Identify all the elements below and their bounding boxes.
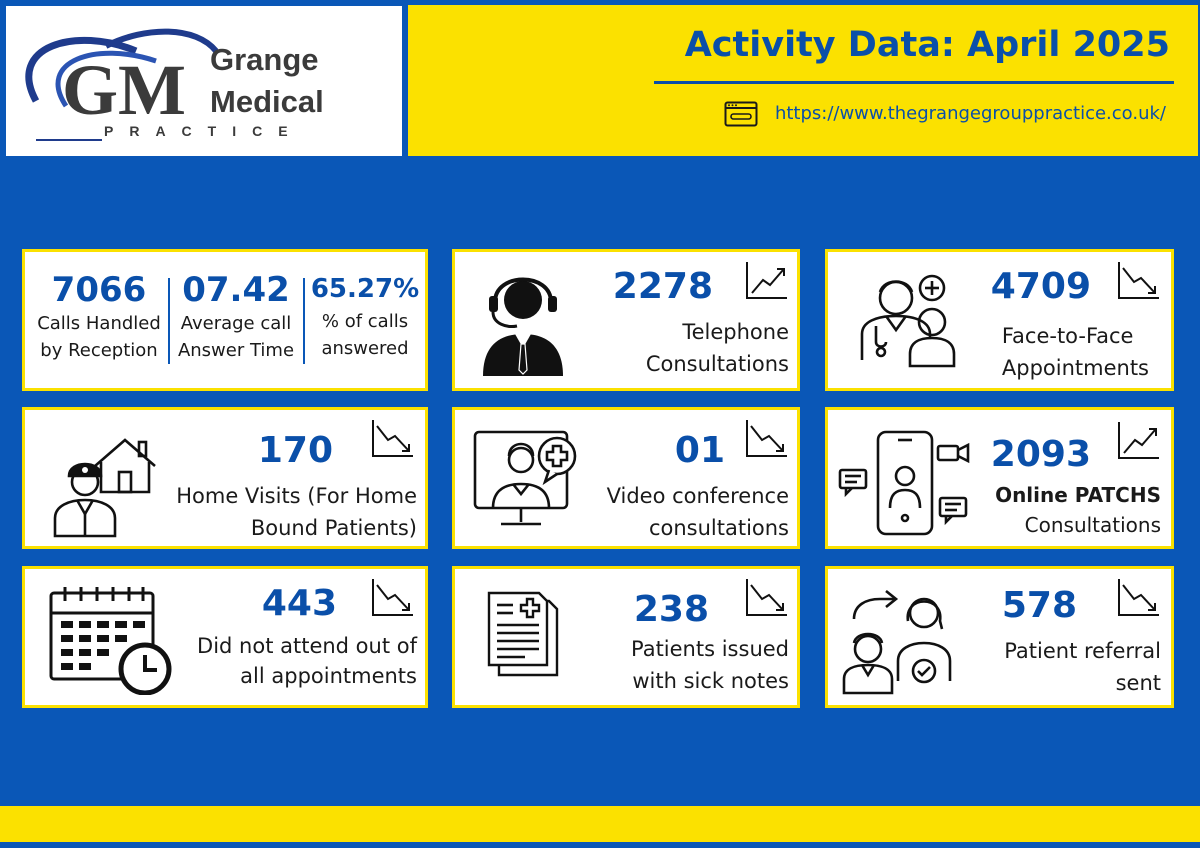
video-label-1: Video conference bbox=[606, 484, 789, 508]
telephone-value: 2278 bbox=[612, 266, 713, 307]
answered-label-1: % of calls bbox=[321, 311, 409, 332]
patchs-label: Online PATCHS Consultations bbox=[995, 480, 1161, 540]
f2f-value: 4709 bbox=[990, 266, 1091, 307]
patchs-value: 2093 bbox=[990, 434, 1091, 475]
telephone-card: 2278 Telephone Consultations bbox=[452, 249, 800, 391]
home-visits-card: 170 Home Visits (For Home Bound Patients… bbox=[22, 407, 428, 549]
home-visit-icon bbox=[53, 438, 156, 538]
video-card: 01 Video conference consultations bbox=[452, 407, 800, 549]
video-consultation-icon bbox=[473, 430, 577, 526]
answer-time-label-2: Answer Time bbox=[177, 340, 295, 361]
calls-handled-label-1: Calls Handled bbox=[37, 313, 161, 334]
column-divider bbox=[168, 278, 170, 364]
sick-notes-value: 238 bbox=[633, 589, 709, 630]
logo-line2: Medical bbox=[210, 84, 324, 119]
page-title: Activity Data: April 2025 bbox=[684, 25, 1170, 65]
call-centre-agent-icon bbox=[483, 277, 563, 376]
answered-label-2: answered bbox=[321, 338, 409, 359]
answer-time-label-1: Average call bbox=[180, 313, 292, 334]
trend-down-icon bbox=[1118, 262, 1159, 299]
calls-handled-value: 7066 bbox=[51, 270, 147, 310]
website-link[interactable]: https://www.thegrangegrouppractice.co.uk… bbox=[774, 103, 1166, 124]
telephone-label-1: Telephone bbox=[682, 320, 789, 344]
dna-label-1: Did not attend out of bbox=[197, 634, 417, 658]
home-visits-label-2: Bound Patients) bbox=[250, 516, 417, 540]
trend-up-icon bbox=[746, 262, 787, 299]
footer-bar bbox=[0, 806, 1200, 842]
telephone-label-2: Consultations bbox=[645, 352, 789, 376]
home-visits-label: Home Visits (For Home Bound Patients) bbox=[176, 480, 417, 544]
sick-notes-label: Patients issued with sick notes bbox=[631, 633, 789, 697]
logo-monogram: GM bbox=[62, 50, 186, 130]
trend-down-icon bbox=[746, 420, 787, 457]
sick-note-document-icon bbox=[487, 591, 559, 677]
calls-card: 7066 Calls Handled by Reception 07.42 Av… bbox=[22, 249, 428, 391]
phone-video-chat-icon bbox=[838, 430, 970, 536]
dna-label-2: all appointments bbox=[240, 664, 417, 688]
dna-card: 443 Did not attend out of all appointmen… bbox=[22, 566, 428, 708]
trend-down-icon bbox=[746, 579, 787, 616]
patchs-card: 2093 Online PATCHS Consultations bbox=[825, 407, 1174, 549]
trend-down-icon bbox=[372, 420, 413, 457]
dna-label: Did not attend out of all appointments bbox=[197, 631, 417, 691]
logo-line3: PRACTICE bbox=[104, 123, 304, 139]
calls-handled-label-2: by Reception bbox=[40, 340, 158, 361]
referral-label: Patient referral sent bbox=[1004, 635, 1161, 699]
dna-value: 443 bbox=[261, 583, 337, 624]
sick-notes-label-1: Patients issued bbox=[630, 637, 789, 661]
telephone-label: Telephone Consultations bbox=[646, 316, 789, 380]
referral-value: 578 bbox=[1001, 585, 1077, 626]
answered-value: 65.27% bbox=[310, 274, 420, 304]
calendar-clock-icon bbox=[49, 587, 172, 695]
f2f-label-2: Appointments bbox=[1001, 356, 1149, 380]
referral-label-2: sent bbox=[1115, 671, 1161, 695]
home-visits-value: 170 bbox=[257, 430, 333, 471]
f2f-label-1: Face-to-Face bbox=[1001, 324, 1134, 348]
home-visits-label-1: Home Visits (For Home bbox=[176, 484, 417, 508]
video-label: Video conference consultations bbox=[607, 480, 789, 544]
header-banner: Activity Data: April 2025 https://www.th… bbox=[408, 5, 1198, 156]
sick-notes-card: 238 Patients issued with sick notes bbox=[452, 566, 800, 708]
f2f-card: 4709 Face-to-Face Appointments bbox=[825, 249, 1174, 391]
patchs-label-2: Consultations bbox=[1024, 513, 1161, 537]
doctor-patient-icon bbox=[860, 274, 956, 368]
logo-graphic: GM Grange Medical PRACTICE bbox=[25, 28, 324, 141]
trend-up-icon bbox=[1118, 422, 1159, 459]
column-divider bbox=[303, 278, 305, 364]
trend-down-icon bbox=[372, 579, 413, 616]
f2f-label: Face-to-Face Appointments bbox=[1002, 320, 1149, 384]
logo-line1: Grange bbox=[210, 42, 319, 77]
sick-notes-label-2: with sick notes bbox=[632, 669, 789, 693]
answer-time-value: 07.42 bbox=[182, 270, 290, 310]
title-divider bbox=[654, 81, 1174, 84]
patchs-label-1: Online PATCHS bbox=[995, 483, 1161, 507]
practice-logo: GM Grange Medical PRACTICE bbox=[6, 6, 402, 156]
video-value: 01 bbox=[674, 430, 725, 471]
video-label-2: consultations bbox=[648, 516, 789, 540]
referral-label-1: Patient referral bbox=[1004, 639, 1161, 663]
trend-down-icon bbox=[1118, 579, 1159, 616]
referral-card: 578 Patient referral sent bbox=[825, 566, 1174, 708]
browser-window-icon bbox=[724, 101, 758, 127]
patient-referral-icon bbox=[842, 589, 952, 695]
